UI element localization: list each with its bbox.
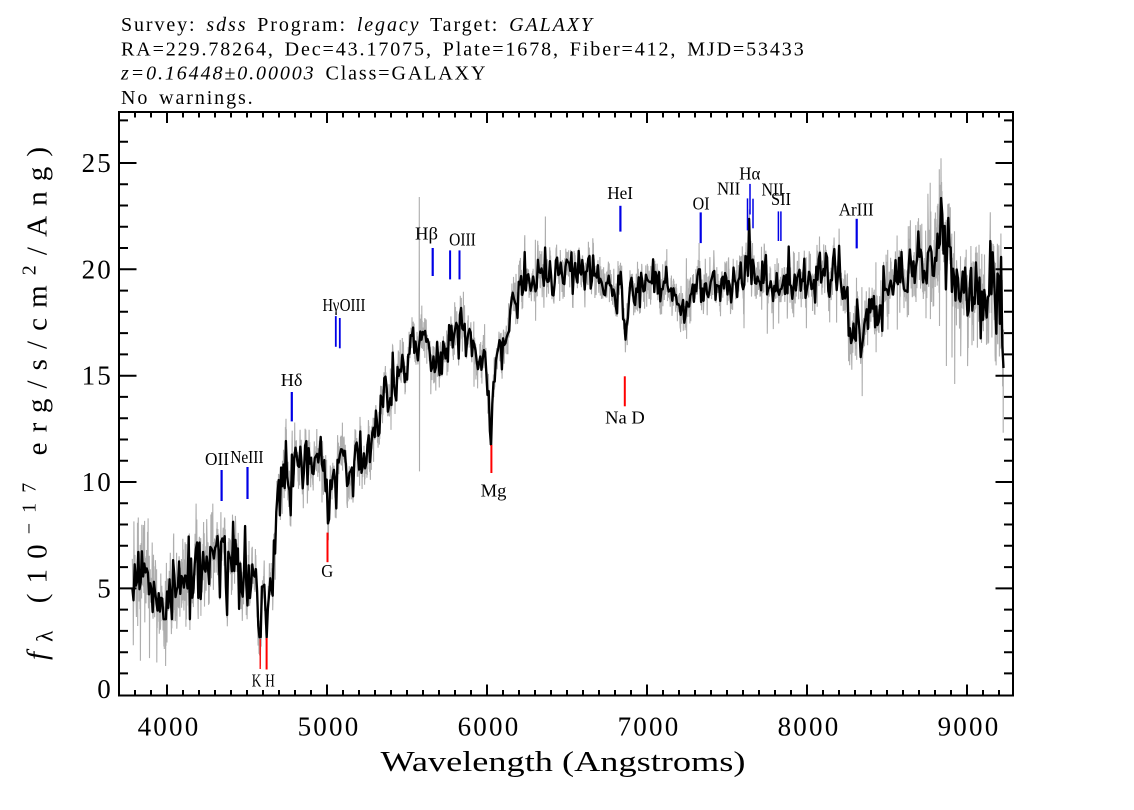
svg-text:OIII: OIII bbox=[340, 295, 366, 315]
svg-text:Hγ: Hγ bbox=[322, 295, 339, 315]
svg-text:Mg: Mg bbox=[481, 481, 507, 501]
svg-text:RA=229.78264, Dec=43.17075, Pl: RA=229.78264, Dec=43.17075, Plate=1678, … bbox=[121, 38, 806, 60]
svg-text:0: 0 bbox=[97, 674, 113, 704]
svg-text:OIII: OIII bbox=[449, 230, 476, 250]
svg-text:Wavelength (Angstroms): Wavelength (Angstroms) bbox=[381, 746, 746, 778]
svg-text:Hβ: Hβ bbox=[415, 224, 438, 244]
svg-text:HeI: HeI bbox=[607, 183, 633, 203]
svg-text:6000: 6000 bbox=[458, 712, 521, 742]
svg-text:20: 20 bbox=[82, 254, 113, 284]
svg-text:4000: 4000 bbox=[138, 712, 201, 742]
svg-text:7000: 7000 bbox=[618, 712, 681, 742]
svg-text:No warnings.: No warnings. bbox=[121, 87, 255, 109]
svg-text:K: K bbox=[252, 671, 262, 691]
svg-text:NeIII: NeIII bbox=[230, 447, 263, 467]
svg-text:NII: NII bbox=[717, 178, 740, 198]
svg-text:10: 10 bbox=[82, 467, 113, 497]
svg-text:5000: 5000 bbox=[298, 712, 361, 742]
svg-text:OI: OI bbox=[693, 193, 710, 213]
svg-text:Hα: Hα bbox=[739, 164, 760, 184]
svg-text:Survey: sdss Program: legacy T: Survey: sdss Program: legacy Target: GAL… bbox=[121, 14, 594, 36]
svg-text:15: 15 bbox=[82, 361, 113, 391]
svg-text:G: G bbox=[321, 561, 333, 581]
svg-text:9000: 9000 bbox=[938, 712, 1001, 742]
svg-text:Hδ: Hδ bbox=[281, 370, 303, 390]
svg-text:25: 25 bbox=[82, 148, 113, 178]
svg-text:Na D: Na D bbox=[605, 408, 645, 428]
svg-text:z=0.16448±0.00003 Class=GALAXY: z=0.16448±0.00003 Class=GALAXY bbox=[120, 63, 487, 85]
svg-text:5: 5 bbox=[97, 573, 113, 603]
svg-text:8000: 8000 bbox=[778, 712, 841, 742]
svg-text:NII: NII bbox=[762, 180, 784, 200]
svg-text:OII: OII bbox=[205, 449, 229, 469]
svg-text:ArIII: ArIII bbox=[839, 200, 874, 220]
svg-text:H: H bbox=[265, 671, 275, 691]
svg-text:SII: SII bbox=[771, 189, 791, 209]
svg-text:fλ (10−17 erg/s/cm2/Ang): fλ (10−17 erg/s/cm2/Ang) bbox=[19, 147, 58, 660]
